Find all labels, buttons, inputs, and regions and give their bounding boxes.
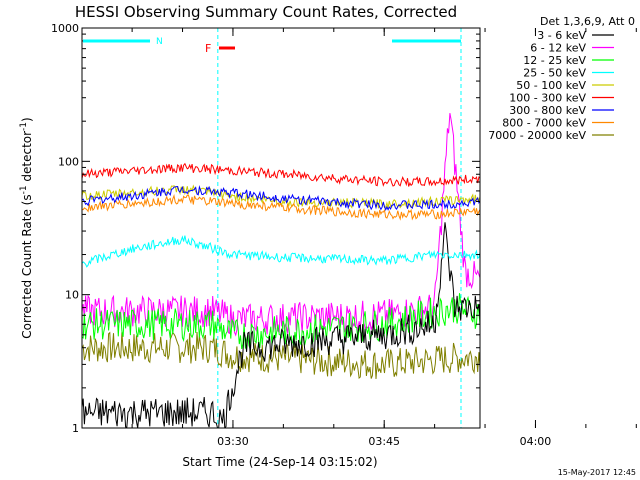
legend-entry-label: 3 - 6 keV [537, 29, 586, 42]
series-layer [82, 113, 480, 428]
series-line [82, 293, 480, 350]
series-line [82, 184, 480, 209]
x-axis-label: Start Time (24-Sep-14 03:15:02) [182, 455, 377, 469]
series-line [82, 194, 480, 221]
annotations: N F [83, 37, 461, 55]
series-line [82, 162, 480, 187]
plot-frame [81, 27, 481, 429]
legend-entry-label: 100 - 300 keV [509, 92, 586, 105]
y-tick-label: 10 [65, 289, 79, 302]
series-line [82, 185, 480, 211]
y-tick-label: 1 [72, 422, 79, 435]
x-tick-label: 04:00 [520, 435, 552, 448]
y-tick-label: 100 [58, 155, 79, 168]
legend-entry-label: 7000 - 20000 keV [488, 129, 586, 142]
legend-entry-label: 300 - 800 keV [509, 104, 586, 117]
legend-header: Det 1,3,6,9, Att 0 [540, 15, 635, 28]
n-marker-label: N [156, 37, 163, 47]
chart-title: HESSI Observing Summary Count Rates, Cor… [75, 3, 457, 21]
f-marker-label: F [205, 42, 211, 55]
legend-entry-label: 25 - 50 keV [523, 67, 586, 80]
y-tick-label: 1000 [51, 22, 79, 35]
legend-entry-label: 6 - 12 keV [530, 42, 586, 55]
observing-intervals [217, 28, 462, 428]
timestamp: 15-May-2017 12:45 [558, 468, 636, 477]
series-line [82, 331, 480, 380]
series-line [82, 235, 480, 268]
y-axis: 1 10 100 1000 [51, 22, 480, 435]
x-tick-label: 03:45 [368, 435, 400, 448]
legend-entry-label: 12 - 25 keV [523, 54, 586, 67]
y-axis-label: Corrected Count Rate (s-1 detector-1) [19, 117, 34, 338]
x-tick-label: 03:30 [217, 435, 249, 448]
series-line [82, 222, 480, 428]
legend-entry-label: 50 - 100 keV [516, 79, 586, 92]
legend-entry-label: 800 - 7000 keV [502, 117, 586, 130]
